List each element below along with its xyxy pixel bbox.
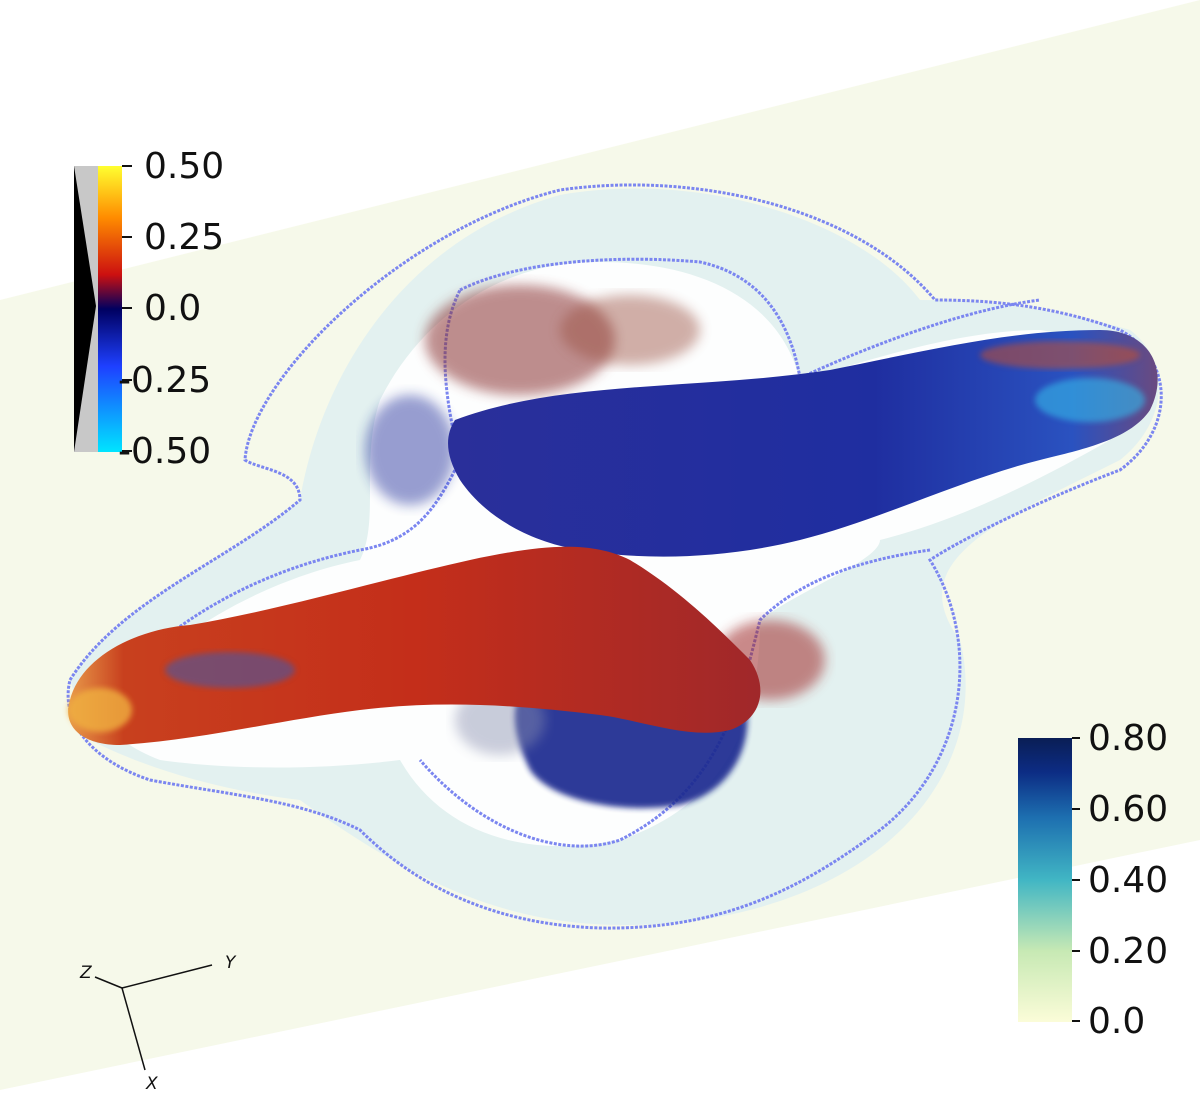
velocity-colorbar — [74, 165, 132, 452]
velocity-label-000: 0.0 — [144, 288, 202, 329]
velocity-label-neg025: -0.25 — [118, 360, 212, 401]
wisp-upper-left — [425, 285, 615, 395]
wisp-left — [365, 395, 455, 505]
velocity-colorbar-gradient — [98, 166, 122, 452]
blue-jet-highlight — [1035, 378, 1145, 422]
axis-y-label: Y — [225, 953, 236, 973]
orientation-axes — [94, 964, 213, 1071]
blue-jet-orange-streak — [980, 341, 1140, 369]
velocity-colorbar-opacity-shape — [74, 166, 96, 452]
velocity-label-025: 0.25 — [144, 217, 225, 258]
velocity-label-neg050: -0.50 — [118, 431, 212, 472]
axis-z-line — [94, 976, 123, 989]
axis-y-line — [121, 964, 213, 989]
density-label-040: 0.40 — [1088, 860, 1169, 901]
density-label-000: 0.0 — [1088, 1001, 1146, 1042]
density-colorbar-gradient — [1018, 738, 1072, 1022]
velocity-colorbar-ticks — [122, 165, 132, 452]
density-colorbar-ticks — [1072, 737, 1080, 1022]
density-label-080: 0.80 — [1088, 718, 1169, 759]
wisp-upper-mid — [560, 295, 700, 365]
density-colorbar — [1018, 737, 1080, 1022]
red-jet — [68, 546, 761, 745]
axis-x-label: X — [146, 1074, 158, 1094]
red-jet-blue-patch — [165, 652, 295, 688]
density-label-020: 0.20 — [1088, 931, 1169, 972]
axis-z-label: Z — [80, 963, 92, 983]
velocity-label-050: 0.50 — [144, 146, 225, 187]
blue-jet — [448, 330, 1158, 557]
red-jet-tip-highlight — [68, 688, 132, 732]
density-label-060: 0.60 — [1088, 789, 1169, 830]
axis-x-line — [121, 987, 146, 1071]
